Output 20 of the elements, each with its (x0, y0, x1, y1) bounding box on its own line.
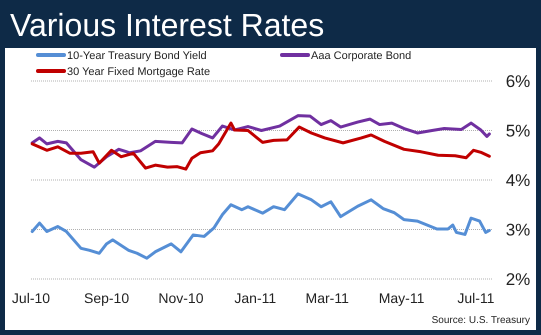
x-tick-label: Mar-11 (306, 290, 350, 306)
legend-label: Aaa Corporate Bond (311, 50, 412, 62)
legend-label: 10-Year Treasury Bond Yield (67, 50, 207, 62)
line-series (30, 122, 491, 171)
x-tick-label: Jul-11 (457, 290, 495, 306)
x-tick-label: May-11 (378, 290, 425, 306)
legend-label: 30 Year Fixed Mortgage Rate (67, 66, 210, 78)
y-tick-label: 6% (506, 72, 530, 91)
x-tick-label: Sep-10 (84, 290, 130, 306)
y-tick-label: 3% (506, 220, 530, 240)
x-tick-label: Jul-10 (12, 290, 50, 306)
chart-title: Various Interest Rates (10, 7, 324, 43)
line-series (30, 114, 491, 169)
line-series (30, 192, 491, 260)
source-note: Source: U.S. Treasury (432, 315, 530, 326)
x-tick-label: Jan-11 (234, 290, 276, 306)
x-tick-label: Nov-10 (158, 290, 204, 306)
y-tick-label: 5% (506, 122, 530, 140)
y-tick-label: 2% (506, 270, 530, 289)
y-tick-label: 4% (506, 171, 530, 190)
